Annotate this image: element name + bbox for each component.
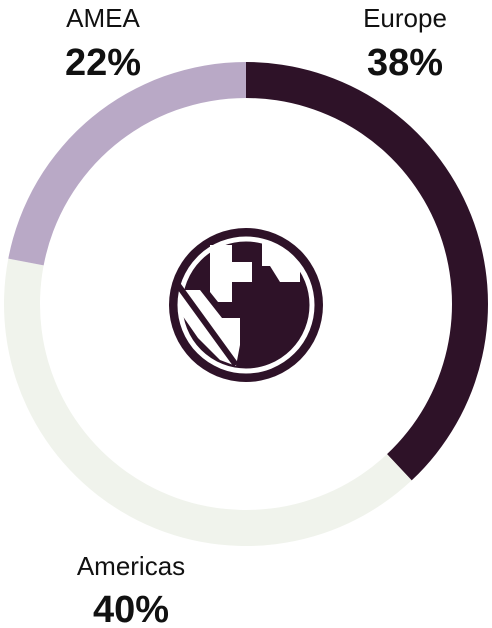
- donut-segment: [8, 62, 247, 266]
- donut-segment: [4, 258, 412, 546]
- segment-name: Europe: [363, 3, 447, 33]
- segment-name: AMEA: [66, 3, 140, 33]
- donut-segment: [246, 62, 488, 481]
- segment-value-label: 22%: [65, 42, 141, 84]
- segment-value-label: 40%: [93, 589, 169, 628]
- globe-icon: [169, 228, 323, 382]
- segment-value-label: 38%: [367, 42, 443, 84]
- segment-name: Americas: [77, 551, 185, 581]
